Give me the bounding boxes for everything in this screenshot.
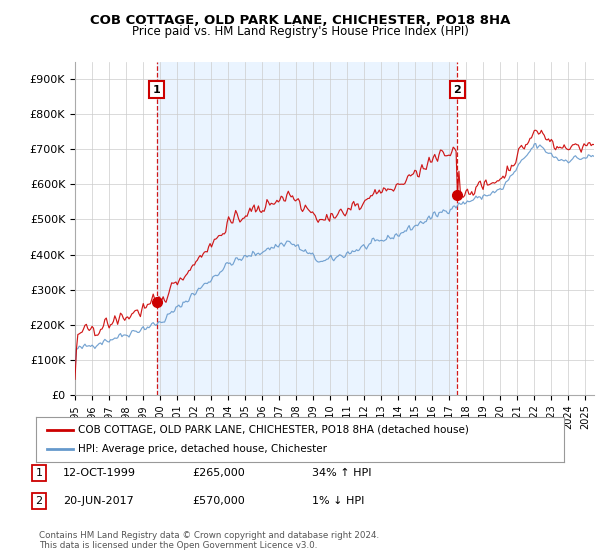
- Text: HPI: Average price, detached house, Chichester: HPI: Average price, detached house, Chic…: [78, 445, 327, 455]
- Text: COB COTTAGE, OLD PARK LANE, CHICHESTER, PO18 8HA (detached house): COB COTTAGE, OLD PARK LANE, CHICHESTER, …: [78, 424, 469, 435]
- Text: Price paid vs. HM Land Registry's House Price Index (HPI): Price paid vs. HM Land Registry's House …: [131, 25, 469, 38]
- Text: COB COTTAGE, OLD PARK LANE, CHICHESTER, PO18 8HA: COB COTTAGE, OLD PARK LANE, CHICHESTER, …: [90, 14, 510, 27]
- Text: 1: 1: [152, 85, 160, 95]
- Text: 12-OCT-1999: 12-OCT-1999: [63, 468, 136, 478]
- Text: £570,000: £570,000: [192, 496, 245, 506]
- Text: 1% ↓ HPI: 1% ↓ HPI: [312, 496, 364, 506]
- Text: Contains HM Land Registry data © Crown copyright and database right 2024.: Contains HM Land Registry data © Crown c…: [39, 531, 379, 540]
- Text: £265,000: £265,000: [192, 468, 245, 478]
- Text: 2: 2: [454, 85, 461, 95]
- Text: 20-JUN-2017: 20-JUN-2017: [63, 496, 134, 506]
- Text: 34% ↑ HPI: 34% ↑ HPI: [312, 468, 371, 478]
- Text: 1: 1: [35, 468, 43, 478]
- Bar: [157, 62, 457, 395]
- Text: This data is licensed under the Open Government Licence v3.0.: This data is licensed under the Open Gov…: [39, 541, 317, 550]
- Text: 2: 2: [35, 496, 43, 506]
